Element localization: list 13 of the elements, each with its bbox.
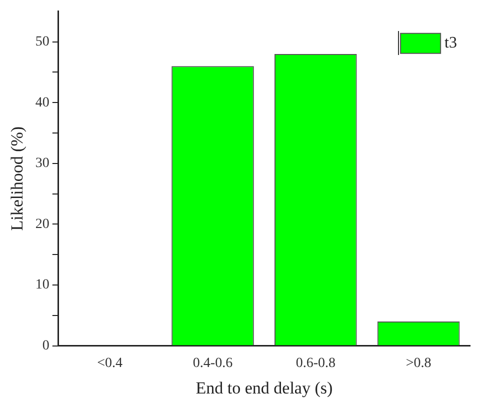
x-tick-label: >0.8 xyxy=(406,356,432,371)
x-axis-title: End to end delay (s) xyxy=(196,378,333,398)
y-tick-label: 30 xyxy=(35,156,50,172)
x-tick-label: <0.4 xyxy=(97,356,123,371)
y-tick-label: 20 xyxy=(35,216,50,232)
y-tick-label: 40 xyxy=(35,95,50,110)
y-tick-label: 10 xyxy=(35,278,50,293)
y-tick-label: 50 xyxy=(35,34,50,50)
y-axis-title: Likelihood (%) xyxy=(8,126,27,231)
x-tick-label: 0.6-0.8 xyxy=(296,356,336,371)
legend-label: t3 xyxy=(444,34,458,52)
y-tick-label: 0 xyxy=(42,338,50,354)
x-tick-label: 0.4-0.6 xyxy=(192,356,233,371)
